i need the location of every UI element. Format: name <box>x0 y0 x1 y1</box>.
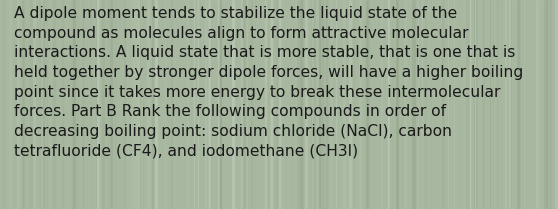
Text: A dipole moment tends to stabilize the liquid state of the
compound as molecules: A dipole moment tends to stabilize the l… <box>14 6 523 158</box>
